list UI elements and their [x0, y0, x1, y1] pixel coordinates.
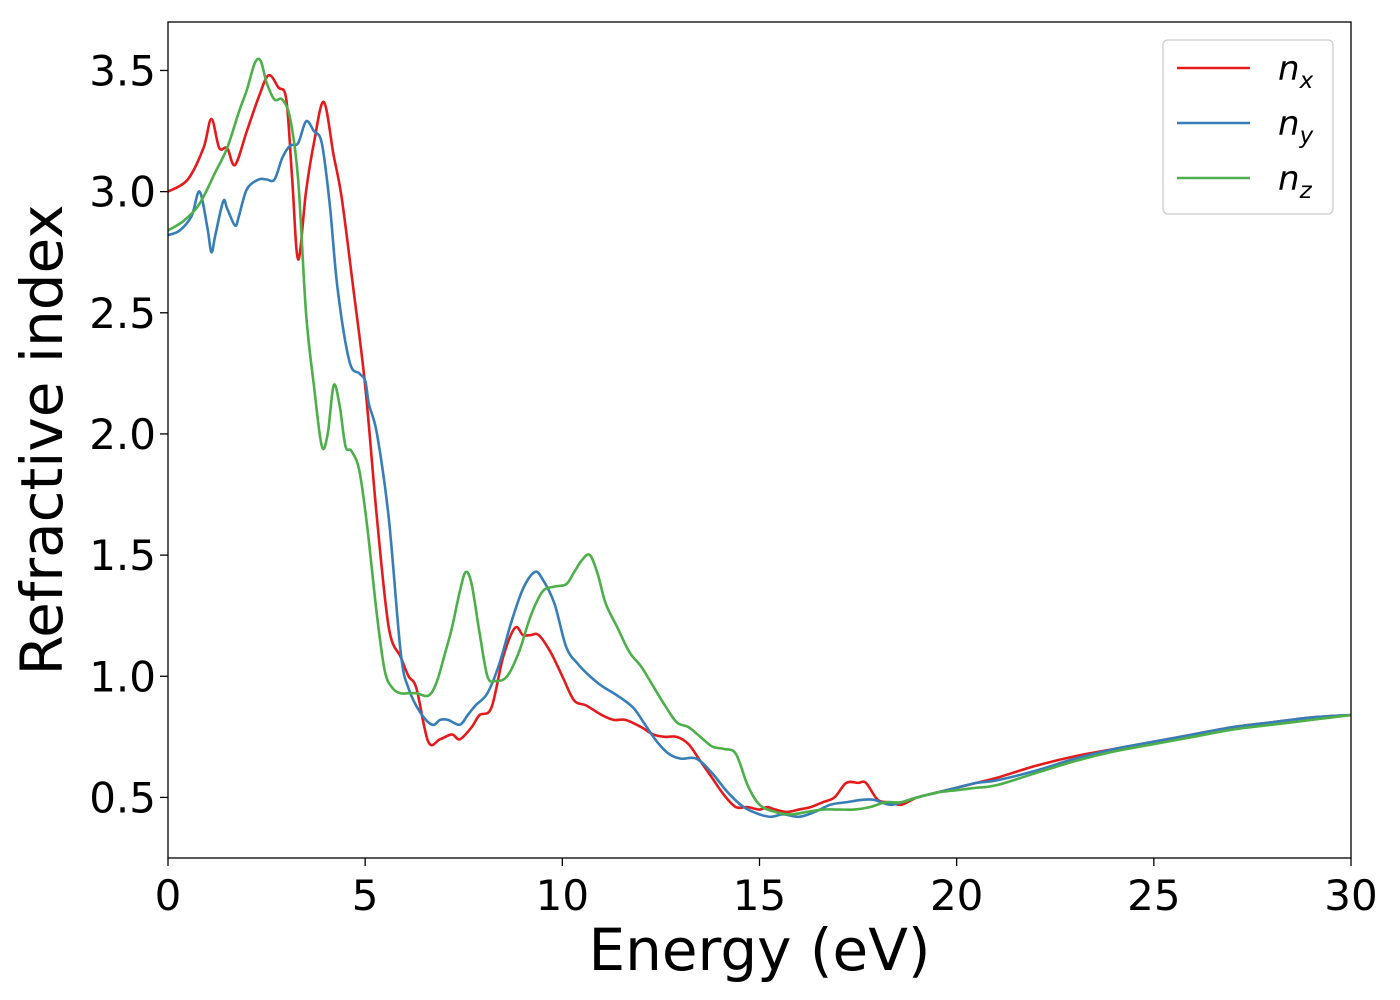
x-axis-title: Energy (eV)	[588, 916, 930, 984]
series-line-n-z	[168, 57, 1351, 816]
y-tick-label: 0.5	[89, 773, 156, 822]
x-tick-label: 5	[352, 871, 379, 920]
x-tick-label: 20	[930, 871, 983, 920]
y-tick-label: 2.5	[89, 289, 156, 338]
legend-label-n-y: ny	[1278, 104, 1314, 149]
y-tick-label: 3.5	[89, 46, 156, 95]
x-tick-label: 15	[733, 871, 786, 920]
y-tick-label: 3.0	[89, 168, 156, 217]
x-tick-label: 0	[155, 871, 182, 920]
y-tick-label: 2.0	[89, 410, 156, 459]
legend-frame	[1162, 39, 1334, 215]
y-tick-label: 1.5	[89, 531, 156, 580]
x-tick-label: 25	[1127, 871, 1180, 920]
series-layer	[168, 57, 1351, 819]
legend-label-n-x: nx	[1278, 49, 1314, 94]
y-axis-title: Refractive index	[8, 204, 76, 675]
series-line-n-x	[168, 73, 1351, 814]
legend: nx ny nz	[1162, 39, 1334, 215]
x-tick-label: 10	[536, 871, 589, 920]
y-tick-label: 1.0	[89, 652, 156, 701]
legend-label-n-z: nz	[1278, 159, 1313, 204]
x-tick-label: 30	[1324, 871, 1377, 920]
y-axis: 0.5 1.0 1.5 2.0 2.5 3.0 3.5	[89, 46, 168, 822]
x-axis: 0 5 10 15 20 25 30	[155, 858, 1378, 920]
